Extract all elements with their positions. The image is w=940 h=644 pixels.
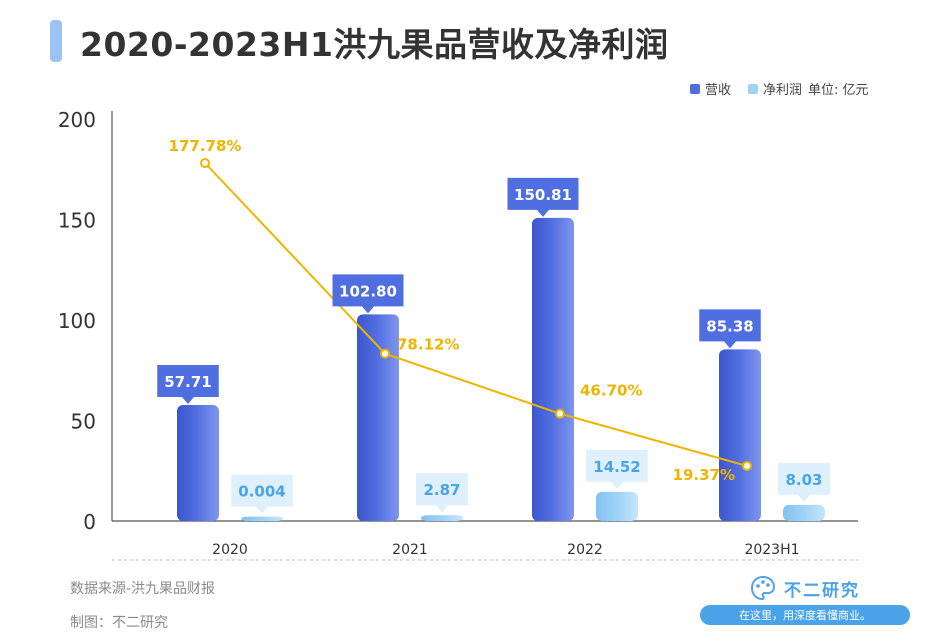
x-tick-label: 2023H1 — [744, 542, 799, 558]
net-profit-data-label-callout — [231, 474, 293, 514]
revenue-data-label: 150.81 — [514, 186, 572, 204]
growth-point — [555, 408, 565, 419]
chart-title: 2020-2023H1洪九果品营收及净利润 — [80, 25, 669, 64]
legend-swatch-revenue — [690, 84, 700, 94]
revenue-bar — [719, 349, 761, 521]
data-source-note: 数据来源-洪九果品财报 — [70, 581, 216, 597]
net-profit-bar — [783, 504, 825, 521]
y-tick-label: 50 — [71, 410, 96, 434]
net-profit-data-label-callout — [416, 473, 468, 513]
growth-data-label: 177.78% — [169, 137, 242, 155]
title-accent-bar — [50, 20, 62, 62]
net-profit-bar — [596, 491, 638, 521]
y-tick-label: 100 — [58, 309, 96, 333]
net-profit-data-label: 0.004 — [238, 483, 285, 501]
y-tick-label: 150 — [58, 209, 96, 233]
x-tick-label: 2022 — [567, 542, 603, 558]
brand-slogan: 在这里，用深度看懂商业。 — [700, 605, 910, 625]
growth-data-label: 78.12% — [397, 336, 459, 354]
net-profit-bar — [421, 515, 463, 521]
net-profit-data-label: 2.87 — [423, 481, 460, 499]
brand-name: 不二研究 — [784, 580, 860, 601]
revenue-data-label-callout — [332, 274, 404, 314]
net-profit-bar — [241, 516, 283, 521]
net-profit-data-label: 8.03 — [785, 471, 822, 489]
growth-data-label: 46.70% — [580, 382, 642, 400]
legend-label-revenue: 营收 — [705, 83, 731, 98]
palette-logo-icon — [750, 575, 776, 601]
revenue-data-label-callout — [157, 365, 219, 405]
revenue-bar — [177, 405, 219, 521]
legend-unit: 单位: 亿元 — [808, 83, 869, 98]
revenue-bar — [357, 314, 399, 521]
revenue-data-label: 85.38 — [706, 317, 753, 335]
x-tick-label: 2020 — [212, 542, 248, 558]
growth-point — [742, 460, 752, 471]
chart-credit-note: 制图：不二研究 — [70, 615, 168, 631]
net-profit-data-label-callout — [778, 462, 830, 502]
revenue-data-label-callout — [699, 309, 761, 349]
revenue-data-label: 102.80 — [339, 282, 397, 300]
revenue-bar — [532, 217, 574, 522]
growth-point — [200, 158, 210, 168]
net-profit-data-label-callout — [586, 449, 648, 489]
revenue-data-label: 57.71 — [164, 373, 211, 391]
revenue-data-label-callout — [507, 177, 579, 217]
legend-swatch-net-profit — [748, 84, 758, 94]
x-tick-label: 2021 — [392, 542, 428, 558]
legend-label-net-profit: 净利润 — [763, 83, 802, 98]
growth-point — [380, 348, 390, 359]
growth-line — [204, 162, 748, 467]
y-tick-label: 200 — [58, 108, 96, 132]
chart-legend: 营收 净利润 单位: 亿元 — [690, 83, 869, 98]
brand-badge: 不二研究 在这里，用深度看懂商业。 — [700, 575, 910, 635]
y-tick-label: 0 — [83, 510, 96, 534]
net-profit-data-label: 14.52 — [593, 458, 640, 476]
growth-data-label: 19.37% — [673, 466, 735, 484]
